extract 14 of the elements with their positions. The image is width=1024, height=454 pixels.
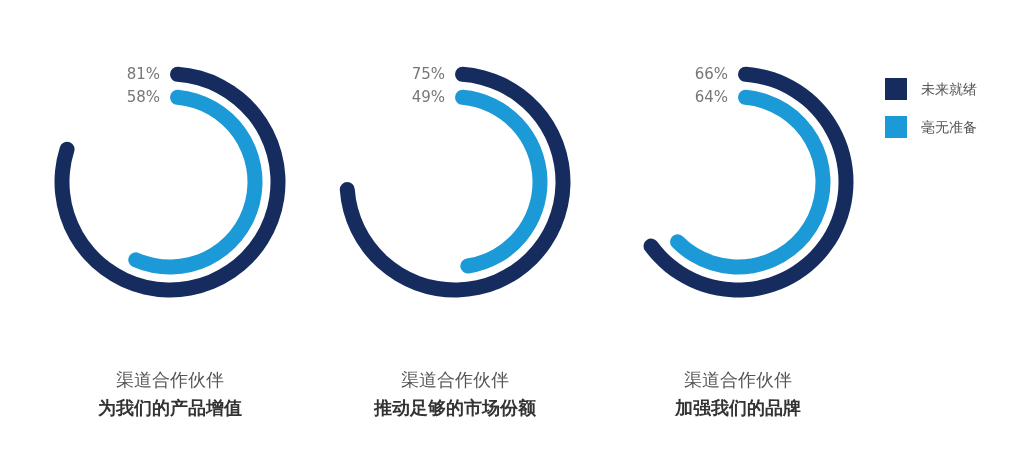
text: 渠道合作伙伴 [401, 369, 509, 390]
data-label: 49% [411, 88, 445, 107]
text: 为我们的产品增值 [98, 397, 242, 418]
data-label: 75% [411, 65, 445, 84]
data-label: 81% [126, 65, 160, 84]
category-label: 毫无准备 [921, 118, 977, 135]
data-label: 66% [694, 65, 728, 84]
text: 渠道合作伙伴 [684, 369, 792, 390]
data-label: 64% [694, 88, 728, 107]
text: 加强我们的品牌 [674, 397, 801, 418]
data-label: 58% [126, 88, 160, 107]
text: 渠道合作伙伴 [116, 369, 224, 390]
text: 推动足够的市场份额 [373, 397, 537, 418]
category-label: 未来就绪 [921, 80, 977, 97]
